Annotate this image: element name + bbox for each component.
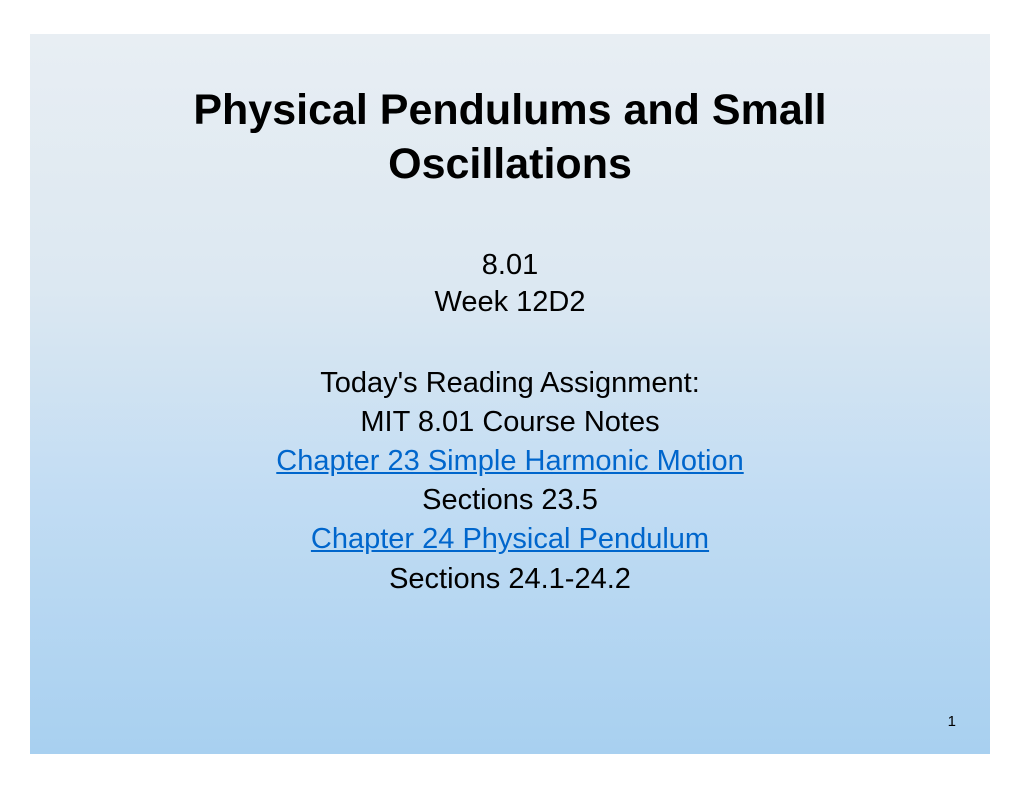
sections-23: Sections 23.5 <box>90 481 930 520</box>
sections-24: Sections 24.1-24.2 <box>90 560 930 599</box>
course-number: 8.01 <box>90 247 930 285</box>
chapter-24-link[interactable]: Chapter 24 Physical Pendulum <box>311 523 709 555</box>
reading-heading: Today's Reading Assignment: <box>90 364 930 403</box>
course-info-block: 8.01 Week 12D2 <box>90 247 930 322</box>
week-label: Week 12D2 <box>90 284 930 322</box>
slide-number: 1 <box>948 713 956 730</box>
chapter-23-link[interactable]: Chapter 23 Simple Harmonic Motion <box>276 445 743 477</box>
reading-source: MIT 8.01 Course Notes <box>90 403 930 442</box>
reading-assignment-block: Today's Reading Assignment: MIT 8.01 Cou… <box>90 364 930 599</box>
slide-container: Physical Pendulums and Small Oscillation… <box>30 34 990 754</box>
slide-title: Physical Pendulums and Small Oscillation… <box>90 84 930 192</box>
